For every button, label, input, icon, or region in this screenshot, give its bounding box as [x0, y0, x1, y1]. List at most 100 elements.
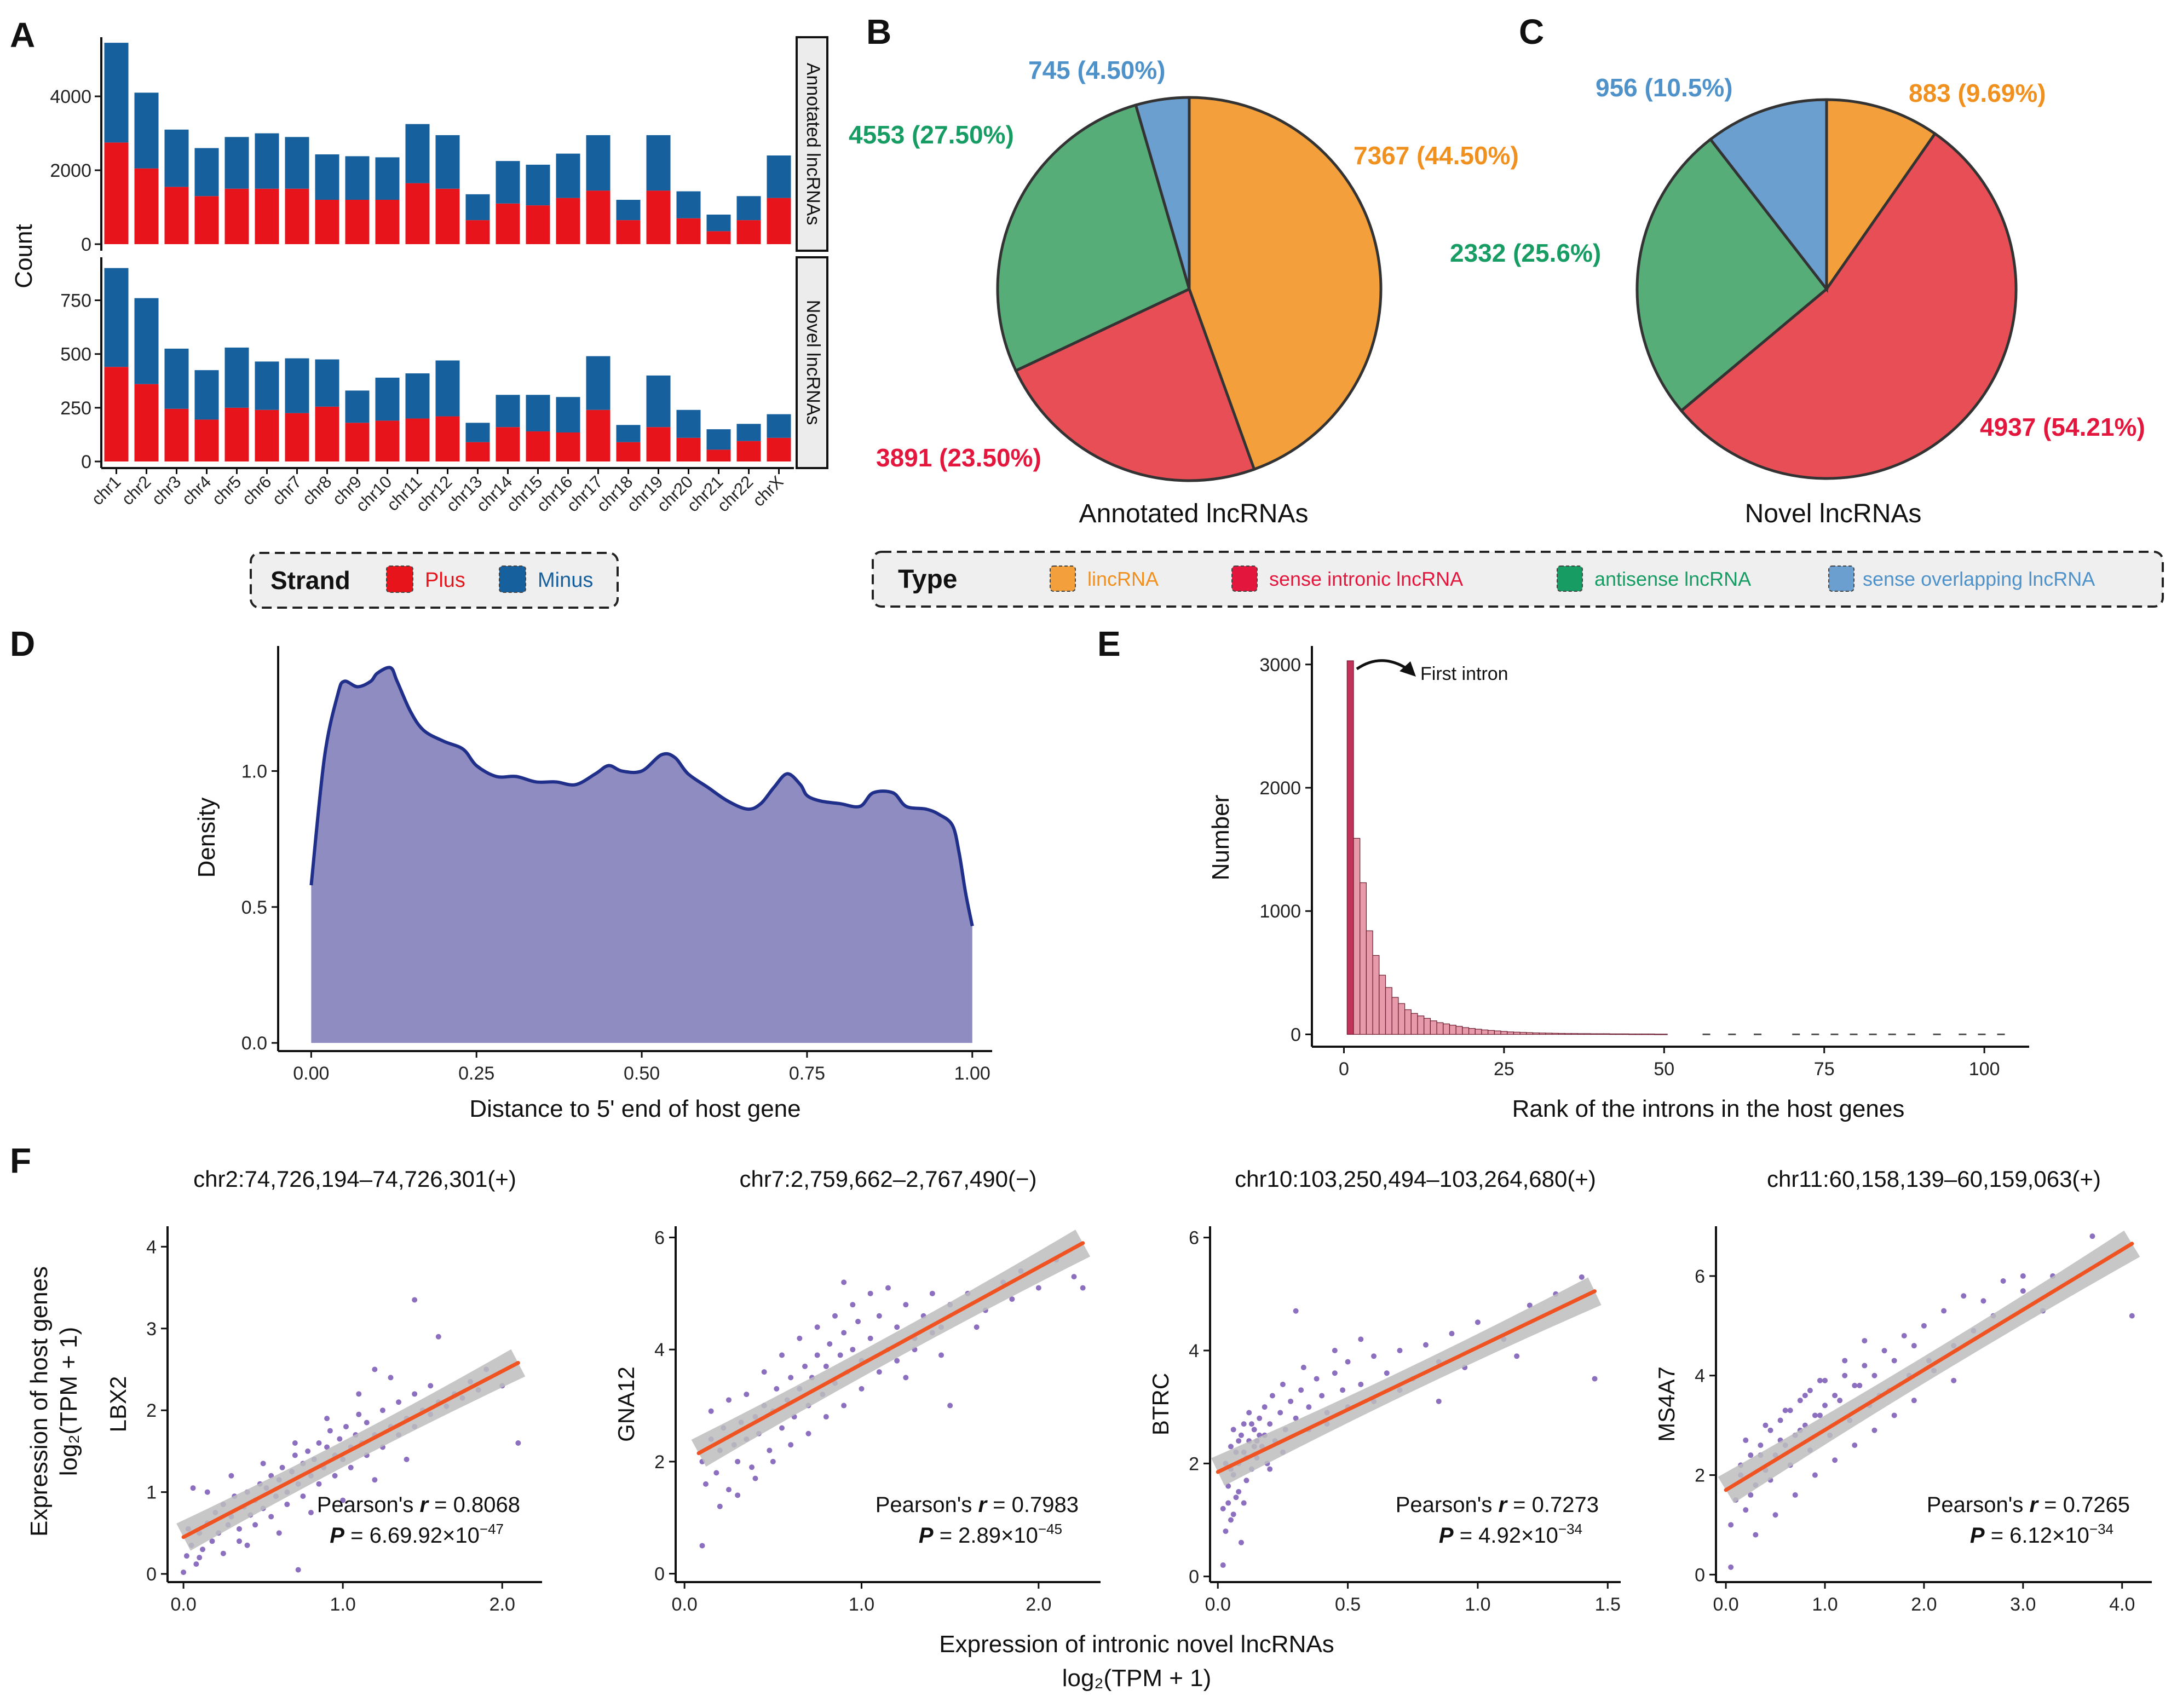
bar-plus-chr19 — [646, 427, 671, 461]
scatter-point-38 — [1728, 1564, 1734, 1570]
pie-b-title: Annotated lncRNAs — [1079, 499, 1309, 528]
y-tick-label: 0 — [1291, 1024, 1301, 1045]
scatter-point-27 — [1319, 1393, 1325, 1399]
scatter-point-51 — [1802, 1393, 1808, 1399]
x-tick-label: 2.0 — [1911, 1594, 1937, 1615]
pie-slice-sense-intronic-lncRNA — [1679, 131, 2018, 480]
bar-plus-chr12 — [435, 188, 460, 244]
bar-plus-chr15 — [526, 431, 550, 461]
x-tick-label: 100 — [1969, 1059, 2000, 1080]
hist-bar-rank-26 — [1507, 1031, 1514, 1035]
scatter-point-50 — [1241, 1421, 1247, 1427]
hist-bar-rank-25 — [1500, 1031, 1508, 1035]
bar-minus-chr6 — [255, 361, 279, 410]
bar-minus-chr2 — [134, 298, 159, 384]
x-tick-label: 0.5 — [1335, 1594, 1361, 1615]
pie-c-label-lincrna: 883 (9.69%) — [1909, 79, 2046, 107]
panel-letter-e: E — [1097, 624, 1121, 663]
scatter-point-37 — [867, 1335, 873, 1341]
pie-slice-sense-intronic-lncRNA — [1013, 287, 1256, 482]
pie-c-label-sense-overlapping: 956 (10.5%) — [1596, 73, 1733, 102]
hist-bar-rank-28 — [1519, 1032, 1527, 1035]
x-tick-label-chr3: chr3 — [148, 472, 185, 509]
scatter-point-14 — [1257, 1415, 1263, 1421]
y-tick-label: 4 — [146, 1237, 157, 1257]
pie-b-label-sense-intronic: 3891 (23.50%) — [876, 443, 1041, 472]
scatter-point-77 — [708, 1408, 714, 1414]
scatter-point-22 — [1288, 1398, 1294, 1404]
density-area — [311, 667, 972, 1043]
scatter-point-55 — [1748, 1492, 1754, 1498]
scatter-point-33 — [2000, 1278, 2006, 1284]
panel-letter-b: B — [866, 12, 891, 51]
bar-plus-chr10 — [375, 200, 400, 244]
scatter-point-75 — [850, 1302, 856, 1308]
scatter-point-78 — [726, 1397, 732, 1403]
bar-plus-chr4 — [194, 196, 219, 244]
scatter-point-20 — [1832, 1393, 1838, 1399]
scatter-point-76 — [885, 1285, 891, 1291]
bar-minus-chr9 — [345, 390, 370, 423]
bar-minus-chr8 — [315, 154, 339, 200]
scatter-point-3 — [1228, 1517, 1234, 1523]
scatter-point-20 — [1277, 1410, 1283, 1416]
bar-minus-chr3 — [164, 348, 189, 409]
hist-bar-rank-16 — [1443, 1023, 1450, 1035]
scatter-point-91 — [388, 1375, 394, 1381]
scatter-point-76 — [1267, 1466, 1273, 1472]
scatter-point-2 — [1225, 1483, 1231, 1489]
scatter-point-64 — [435, 1334, 441, 1340]
panel-a-strip-novel — [796, 256, 828, 469]
panel-b-pie-chart: 7367 (44.50%) 3891 (23.50%) 4553 (27.50%… — [849, 56, 1519, 528]
scatter-y-label: MS4A7 — [1654, 1366, 1679, 1442]
y-tick-label: 0 — [1189, 1567, 1199, 1588]
bar-plus-chr6 — [255, 188, 279, 244]
scatter-point-60 — [735, 1492, 741, 1498]
scatter-point-39 — [337, 1436, 343, 1442]
regression-line — [1216, 1289, 1597, 1474]
scatter-point-53 — [1842, 1358, 1848, 1364]
pie-c-slices — [1635, 98, 2018, 480]
scatter-point-14 — [1797, 1398, 1803, 1404]
bar-minus-chr15 — [526, 164, 550, 206]
scatter-title: chr10:103,250,494–103,264,680(+) — [1235, 1166, 1596, 1192]
scatter-point-0 — [1728, 1522, 1734, 1528]
scatter-point-54 — [428, 1383, 434, 1389]
bar-minus-chr3 — [164, 129, 189, 187]
hist-bar-rank-14 — [1430, 1020, 1437, 1035]
hist-bar-rank-30 — [1532, 1032, 1540, 1035]
scatter-point-72 — [1817, 1412, 1823, 1418]
bar-plus-chr8 — [315, 200, 339, 244]
hist-bar-rank-50 — [1660, 1034, 1668, 1035]
type-label-lincrna: lincRNA — [1087, 568, 1159, 590]
x-tick-label: 4.0 — [2109, 1594, 2135, 1615]
x-tick-label-chrX: chrX — [749, 472, 787, 510]
scatter-point-40 — [1772, 1512, 1778, 1518]
scatter-point-52 — [412, 1391, 418, 1397]
scatter-point-25 — [279, 1464, 285, 1470]
scatter-point-53 — [1071, 1274, 1077, 1280]
scatter-point-83 — [938, 1352, 944, 1358]
scatter-point-89 — [324, 1416, 330, 1422]
scatter-point-77 — [1951, 1377, 1957, 1383]
scatter-point-65 — [823, 1414, 829, 1420]
hist-bar-rank-15 — [1436, 1022, 1444, 1035]
scatter-point-30 — [1941, 1308, 1947, 1314]
bar-minus-chr4 — [194, 370, 219, 420]
bar-minus-chr8 — [315, 359, 339, 407]
scatter-point-55 — [699, 1543, 705, 1549]
scatter-point-79 — [761, 1369, 767, 1375]
x-tick-label: 1.0 — [1465, 1594, 1490, 1615]
y-tick-label: 2000 — [1259, 778, 1301, 799]
bar-plus-chr14 — [496, 203, 520, 244]
scatter-point-64 — [805, 1430, 811, 1436]
regression-line — [181, 1361, 520, 1539]
scatter-point-35 — [855, 1319, 861, 1325]
type-legend-title: Type — [898, 565, 957, 594]
scatter-point-16 — [1807, 1388, 1813, 1393]
bar-minus-chr17 — [586, 356, 611, 410]
y-tick-label: 2 — [1189, 1453, 1199, 1474]
hist-bar-rank-5 — [1372, 955, 1380, 1035]
